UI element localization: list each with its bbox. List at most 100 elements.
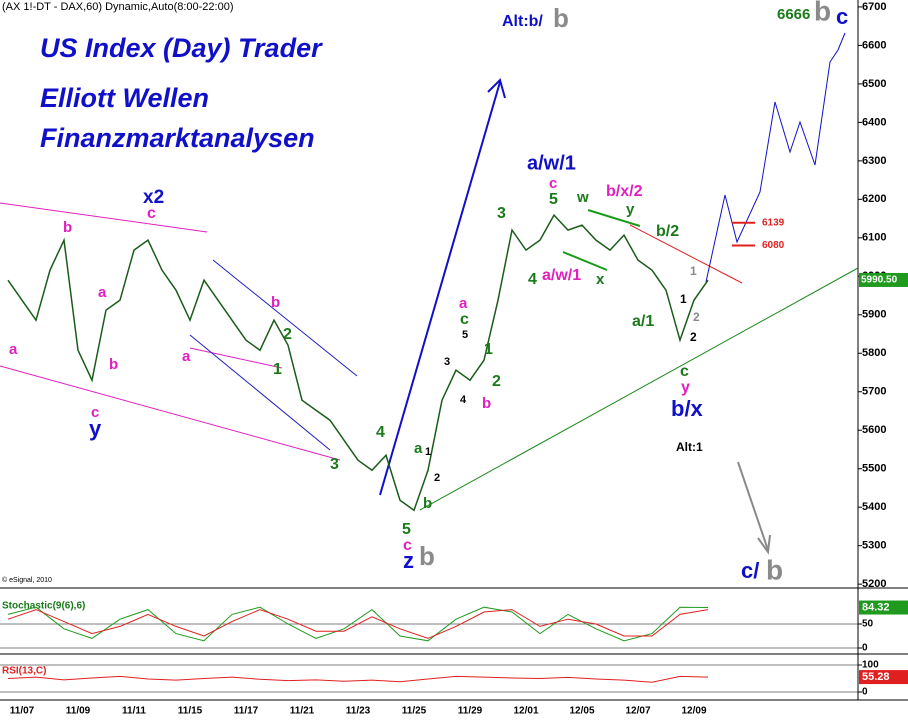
trend-line xyxy=(189,334,331,451)
y-tick-label: 100 xyxy=(862,660,879,671)
wave-label: a xyxy=(98,284,107,301)
wave-label: 5 xyxy=(549,191,558,208)
wave-label: c/ xyxy=(741,558,759,583)
value-box xyxy=(859,670,908,685)
trend-line xyxy=(212,259,358,377)
wave-label: c xyxy=(403,537,412,554)
x-tick-label: 11/15 xyxy=(178,706,203,717)
y-tick-label: 6600 xyxy=(862,39,886,51)
wave-label: c xyxy=(836,4,848,29)
wave-label: 1 xyxy=(273,361,282,378)
arrow xyxy=(737,461,769,551)
wave-label: a/w/1 xyxy=(527,152,576,174)
wave-label: 1 xyxy=(690,264,697,278)
y-tick-label: 5700 xyxy=(862,386,886,398)
wave-label: b xyxy=(482,395,491,412)
trend-line xyxy=(189,347,283,369)
wave-label: z xyxy=(403,548,414,573)
wave-label: 4 xyxy=(528,271,537,288)
wave-label: c xyxy=(91,404,99,421)
wave-label: Alt:1 xyxy=(676,440,703,454)
watermark: Finanzmarktanalysen xyxy=(40,123,315,153)
wave-label: 3 xyxy=(497,205,506,222)
watermark: US Index (Day) Trader xyxy=(40,33,323,63)
wave-label: 4 xyxy=(460,394,467,406)
x-tick-label: 12/07 xyxy=(625,706,650,717)
trend-line xyxy=(419,267,859,511)
wave-label: b/x/2 xyxy=(606,183,643,200)
trend-line xyxy=(629,224,743,284)
y-tick-label: 5600 xyxy=(862,424,886,436)
wave-label: c xyxy=(680,363,689,380)
wave-label: 3 xyxy=(444,356,450,368)
watermark: Elliott Wellen xyxy=(40,83,209,113)
y-tick-label: 6700 xyxy=(862,1,886,13)
y-tick-label: 5300 xyxy=(862,540,886,552)
wave-label: 2 xyxy=(492,373,501,390)
wave-label: Alt:b/ xyxy=(502,13,543,30)
wave-label: w xyxy=(576,189,589,206)
y-tick-label: 6100 xyxy=(862,232,886,244)
y-tick-label: 6500 xyxy=(862,78,886,90)
wave-label: b xyxy=(553,3,569,33)
level-label: 6080 xyxy=(762,240,785,251)
y-tick-label: 6400 xyxy=(862,116,886,128)
wave-label: 5 xyxy=(462,329,468,341)
wave-label: b/2 xyxy=(656,223,679,240)
wave-label: a xyxy=(9,341,18,358)
x-tick-label: 12/05 xyxy=(569,706,594,717)
wave-label: 4 xyxy=(376,424,385,441)
x-tick-label: 11/25 xyxy=(402,706,427,717)
x-tick-label: 12/01 xyxy=(513,706,538,717)
source: © eSignal, 2010 xyxy=(2,576,52,584)
wave-label: a/w/1 xyxy=(542,267,581,284)
arrow xyxy=(379,81,501,496)
wave-label: b xyxy=(419,541,435,571)
wave-label: x2 xyxy=(143,187,164,208)
wave-label: c xyxy=(460,311,469,328)
indicator-title: RSI(13,C) xyxy=(2,666,46,677)
wave-label: x xyxy=(596,271,605,288)
y-tick-label: 5900 xyxy=(862,309,886,321)
y-tick-label: 5800 xyxy=(862,347,886,359)
wave-label: a xyxy=(414,440,423,457)
y-tick-label: 50 xyxy=(862,619,874,630)
value-box-label: 55.28 xyxy=(862,671,890,683)
y-tick-label: 0 xyxy=(862,687,868,698)
wave-label: b xyxy=(271,294,280,311)
y-tick-label: 5500 xyxy=(862,463,886,475)
wave-label: b xyxy=(814,0,831,26)
level-label: 6139 xyxy=(762,217,785,228)
value-box xyxy=(859,600,908,615)
y-tick-label: 6200 xyxy=(862,193,886,205)
wave-label: b/x xyxy=(671,396,704,421)
trend-line xyxy=(0,365,341,461)
wave-label: a xyxy=(459,295,468,312)
series-line xyxy=(7,609,709,639)
wave-label: 1 xyxy=(680,292,687,306)
wave-label: 3 xyxy=(330,456,339,473)
indicator-title: Stochastic(9(6),6) xyxy=(2,601,85,612)
trend-line xyxy=(0,202,208,233)
series-line xyxy=(7,675,709,683)
wave-label: y xyxy=(89,416,102,441)
wave-label: b xyxy=(423,495,432,512)
x-tick-label: 11/07 xyxy=(10,706,35,717)
wave-label: y xyxy=(681,379,690,396)
wave-label: 5 xyxy=(402,521,411,538)
wave-label: c xyxy=(549,175,557,192)
y-tick-label: 5200 xyxy=(862,578,886,590)
wave-label: 2 xyxy=(693,310,700,324)
wave-label: b xyxy=(109,356,118,373)
wave-label: 2 xyxy=(690,330,697,344)
chart-title: (AX 1!-DT - DAX,60) Dynamic,Auto(8:00-22… xyxy=(2,1,234,13)
last-value-box xyxy=(859,272,908,287)
x-tick-label: 11/21 xyxy=(290,706,315,717)
wave-label: 2 xyxy=(283,326,292,343)
projection xyxy=(705,32,846,283)
x-tick-label: 11/11 xyxy=(122,706,146,717)
x-tick-label: 11/29 xyxy=(458,706,483,717)
wave-label: a/1 xyxy=(632,313,654,330)
